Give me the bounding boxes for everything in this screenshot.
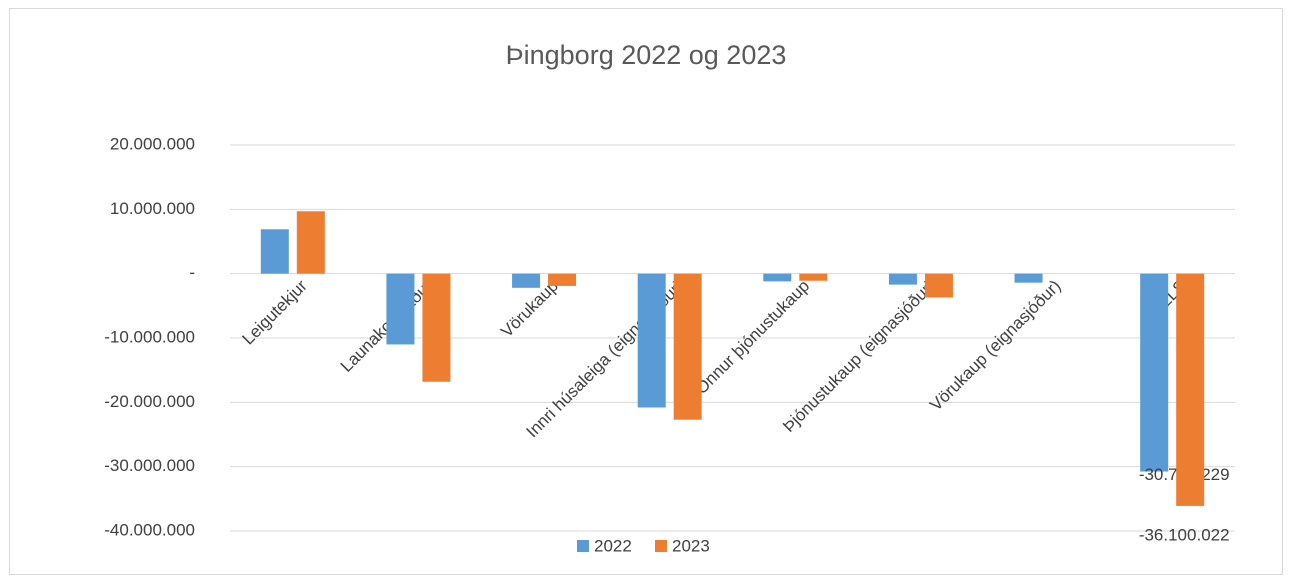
bar (260, 229, 289, 274)
chart-title: Þingborg 2022 og 2023 (506, 40, 787, 70)
bar (637, 273, 666, 408)
bar (1014, 273, 1043, 283)
bar (296, 211, 325, 274)
y-tick-label: 20.000.000 (110, 134, 195, 153)
bar (673, 273, 702, 420)
bar (799, 273, 828, 281)
bar (924, 273, 953, 298)
legend-label: 2023 (672, 536, 710, 555)
y-tick-label: -10.000.000 (104, 327, 195, 346)
y-tick-label: 10.000.000 (110, 199, 195, 218)
bar (548, 273, 577, 286)
bar (763, 273, 792, 282)
bar (1176, 273, 1205, 506)
data-label: -36.100.022 (1139, 525, 1230, 544)
y-tick-label: - (189, 263, 195, 282)
bar (512, 273, 541, 288)
legend-label: 2022 (594, 536, 632, 555)
y-tick-label: -40.000.000 (104, 520, 195, 539)
bar (422, 273, 451, 382)
bar (888, 273, 917, 285)
y-tick-label: -20.000.000 (104, 392, 195, 411)
bar (1140, 273, 1169, 472)
legend-swatch (577, 540, 589, 552)
bar (386, 273, 415, 345)
y-tick-label: -30.000.000 (104, 456, 195, 475)
legend-swatch (655, 540, 667, 552)
